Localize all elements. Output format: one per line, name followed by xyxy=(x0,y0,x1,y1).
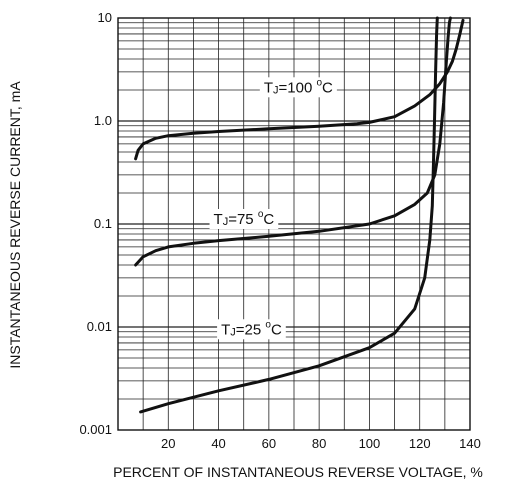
x-tick-label: 100 xyxy=(359,436,381,451)
plot-frame xyxy=(117,17,471,431)
y-tick-labels: 10 1.0 0.1 0.01 0.001 xyxy=(79,10,112,437)
series-label-background xyxy=(259,77,337,98)
x-tick-label: 60 xyxy=(262,436,276,451)
y-tick-label: 0.1 xyxy=(94,216,112,231)
y-tick-label: 0.01 xyxy=(87,319,112,334)
series-label: TJ=100 oC xyxy=(264,77,333,96)
y-axis-title: INSTANTANEOUS REVERSE CURRENT, mA xyxy=(7,81,23,369)
series-line xyxy=(134,16,452,267)
series-label-background xyxy=(209,209,279,229)
x-tick-label: 40 xyxy=(211,436,225,451)
y-tick-label: 0.001 xyxy=(79,422,112,437)
series-line xyxy=(134,18,465,161)
x-tick-label: 20 xyxy=(161,436,175,451)
x-tick-label: 140 xyxy=(459,436,481,451)
series-labels: TJ=100 oC TJ=75 oC TJ=25 oC xyxy=(209,77,337,340)
x-tick-labels: 20 40 60 80 100 120 140 xyxy=(161,436,481,451)
series-curves xyxy=(134,16,465,414)
series-label-background xyxy=(217,319,286,340)
y-tick-label: 1.0 xyxy=(94,113,112,128)
series-line xyxy=(139,16,439,414)
series-label: TJ=75 oC xyxy=(214,209,275,228)
x-axis-title: PERCENT OF INSTANTANEOUS REVERSE VOLTAGE… xyxy=(113,464,483,480)
y-tick-label: 10 xyxy=(98,10,112,25)
x-tick-label: 80 xyxy=(312,436,326,451)
series-label: TJ=25 oC xyxy=(221,319,282,338)
x-tick-label: 120 xyxy=(409,436,431,451)
